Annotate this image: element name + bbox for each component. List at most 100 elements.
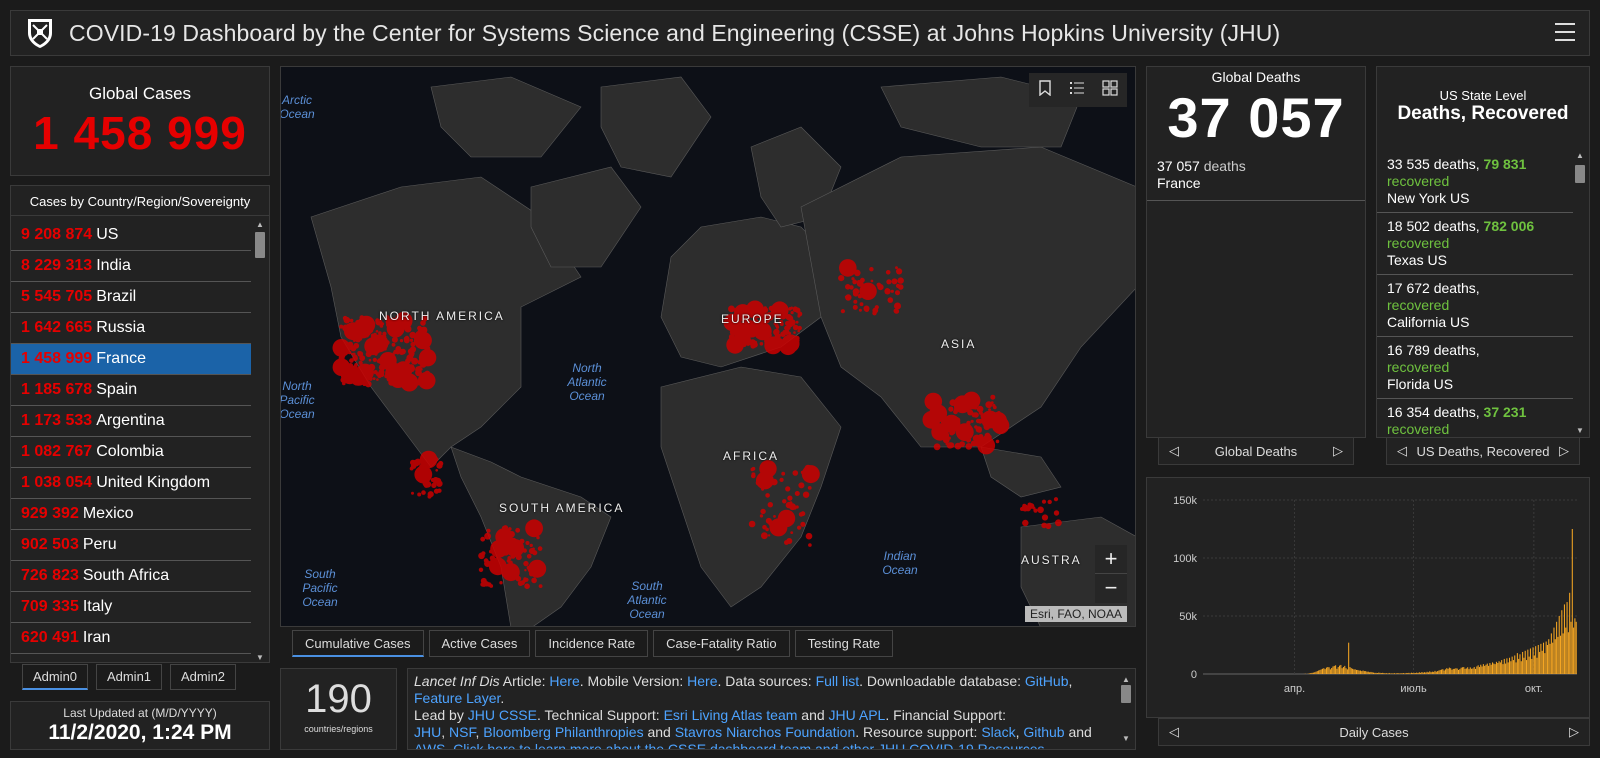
case-bubble[interactable] xyxy=(967,397,972,402)
case-bubble[interactable] xyxy=(948,442,955,449)
case-bubble[interactable] xyxy=(944,429,950,434)
case-bubble[interactable] xyxy=(525,519,543,538)
case-bubble[interactable] xyxy=(954,406,959,412)
case-bubble[interactable] xyxy=(750,467,755,472)
case-bubble[interactable] xyxy=(852,304,858,310)
daily-case-bar[interactable] xyxy=(1497,662,1499,674)
daily-case-bar[interactable] xyxy=(1543,642,1545,674)
daily-case-bar[interactable] xyxy=(1375,672,1377,674)
case-bubble[interactable] xyxy=(391,342,396,347)
case-bubble[interactable] xyxy=(858,308,862,312)
case-bubble[interactable] xyxy=(887,297,894,303)
case-bubble[interactable] xyxy=(385,315,390,320)
case-bubble[interactable] xyxy=(763,316,770,324)
case-bubble[interactable] xyxy=(368,358,372,362)
daily-case-bar[interactable] xyxy=(1514,655,1516,674)
daily-case-bar[interactable] xyxy=(1533,655,1535,674)
daily-case-bar[interactable] xyxy=(1554,639,1556,674)
case-bubble[interactable] xyxy=(1033,508,1038,513)
case-bubble[interactable] xyxy=(793,331,796,334)
daily-case-bar[interactable] xyxy=(1452,668,1454,674)
daily-case-bar[interactable] xyxy=(1331,667,1333,674)
case-bubble[interactable] xyxy=(784,342,789,347)
daily-case-bar[interactable] xyxy=(1386,673,1388,674)
case-bubble[interactable] xyxy=(379,324,384,328)
us-state-row[interactable]: 17 672 deaths, recovered California US xyxy=(1377,275,1573,337)
case-bubble[interactable] xyxy=(1045,523,1052,530)
scroll-down-icon[interactable]: ▼ xyxy=(1576,426,1584,435)
daily-case-bar[interactable] xyxy=(1420,672,1422,674)
daily-case-bar[interactable] xyxy=(1328,667,1330,674)
case-bubble[interactable] xyxy=(759,309,763,314)
daily-case-bar[interactable] xyxy=(1434,670,1436,674)
case-bubble[interactable] xyxy=(520,580,525,586)
case-bubble[interactable] xyxy=(755,312,758,315)
daily-case-bar[interactable] xyxy=(1532,647,1534,674)
case-bubble[interactable] xyxy=(758,331,762,335)
case-bubble[interactable] xyxy=(402,380,408,386)
case-bubble[interactable] xyxy=(434,477,442,485)
daily-case-bar[interactable] xyxy=(1379,672,1381,674)
case-bubble[interactable] xyxy=(489,555,496,561)
case-bubble[interactable] xyxy=(391,336,398,343)
case-bubble[interactable] xyxy=(427,494,432,499)
map-tab[interactable]: Testing Rate xyxy=(794,630,893,657)
case-bubble[interactable] xyxy=(393,382,398,387)
case-bubble[interactable] xyxy=(729,315,735,321)
country-row[interactable]: 1 458 999 France xyxy=(11,344,251,375)
daily-case-bar[interactable] xyxy=(1318,670,1320,674)
case-bubble[interactable] xyxy=(759,514,764,518)
case-bubble[interactable] xyxy=(392,351,396,355)
case-bubble[interactable] xyxy=(790,306,793,310)
case-bubble[interactable] xyxy=(922,410,941,429)
case-bubble[interactable] xyxy=(360,364,364,368)
case-bubble[interactable] xyxy=(342,324,350,332)
case-bubble[interactable] xyxy=(370,333,375,338)
case-bubble[interactable] xyxy=(785,314,792,321)
daily-case-bar[interactable] xyxy=(1314,672,1316,674)
daily-case-bar[interactable] xyxy=(1498,661,1500,674)
daily-case-bar[interactable] xyxy=(1365,671,1367,674)
case-bubble[interactable] xyxy=(375,330,379,333)
case-bubble[interactable] xyxy=(338,355,345,362)
case-bubble[interactable] xyxy=(792,324,799,331)
case-bubble[interactable] xyxy=(357,321,362,326)
case-bubble[interactable] xyxy=(995,418,1001,424)
daily-case-bar[interactable] xyxy=(1574,618,1576,674)
case-bubble[interactable] xyxy=(481,551,486,556)
case-bubble[interactable] xyxy=(510,554,516,559)
daily-case-bar[interactable] xyxy=(1435,671,1437,674)
bookmark-icon[interactable] xyxy=(1038,79,1052,101)
daily-case-bar[interactable] xyxy=(1407,673,1409,674)
case-bubble[interactable] xyxy=(499,581,503,585)
country-row[interactable]: 726 823 South Africa xyxy=(11,561,251,592)
daily-case-bar[interactable] xyxy=(1501,660,1503,674)
case-bubble[interactable] xyxy=(523,560,529,567)
case-bubble[interactable] xyxy=(363,323,370,331)
daily-case-bar[interactable] xyxy=(1465,668,1467,674)
country-row[interactable]: 8 229 313 India xyxy=(11,251,251,282)
case-bubble[interactable] xyxy=(484,532,491,540)
case-bubble[interactable] xyxy=(742,338,748,344)
case-bubble[interactable] xyxy=(400,380,404,384)
daily-case-bar[interactable] xyxy=(1548,639,1550,674)
daily-case-bar[interactable] xyxy=(1493,663,1495,674)
daily-case-bar[interactable] xyxy=(1366,671,1368,674)
case-bubble[interactable] xyxy=(431,482,437,489)
case-bubble[interactable] xyxy=(356,332,361,337)
us-state-row[interactable]: 16 354 deaths, 37 231recoveredNew Jersey… xyxy=(1377,399,1573,437)
case-bubble[interactable] xyxy=(949,399,957,406)
country-row[interactable]: 902 503 Peru xyxy=(11,530,251,561)
daily-case-bar[interactable] xyxy=(1520,661,1522,674)
github-link[interactable]: GitHub xyxy=(1024,673,1069,689)
daily-case-bar[interactable] xyxy=(1342,667,1344,674)
case-bubble[interactable] xyxy=(342,381,346,386)
daily-case-bar[interactable] xyxy=(1316,671,1318,674)
daily-case-bar[interactable] xyxy=(1476,666,1478,674)
case-bubble[interactable] xyxy=(405,358,411,364)
case-bubble[interactable] xyxy=(840,309,846,314)
daily-case-bar[interactable] xyxy=(1441,669,1443,674)
case-bubble[interactable] xyxy=(536,535,540,540)
case-bubble[interactable] xyxy=(384,340,390,345)
case-bubble[interactable] xyxy=(414,465,433,484)
